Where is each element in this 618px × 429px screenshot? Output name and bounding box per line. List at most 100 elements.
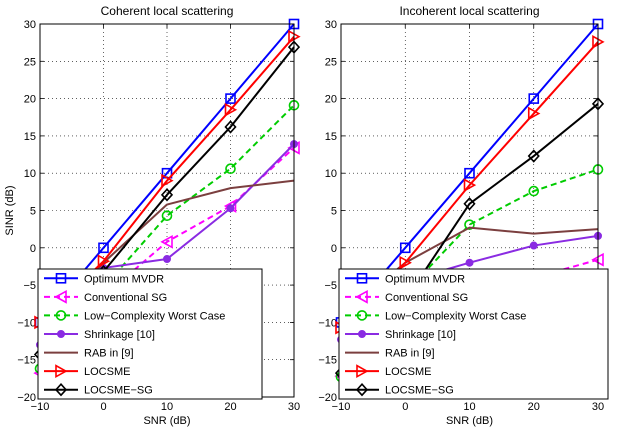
legend-swatch-marker xyxy=(54,383,68,397)
x-tick-label: 30 xyxy=(592,401,604,413)
legend-label: RAB in [9] xyxy=(385,348,435,360)
legend-label: Optimum MVDR xyxy=(385,273,465,285)
x-tick-label: 30 xyxy=(288,401,300,413)
x-axis-label: SNR (dB) xyxy=(446,415,493,427)
x-tick-label: 10 xyxy=(463,401,475,413)
y-tick-label: 5 xyxy=(331,206,337,218)
y-tick-label: 30 xyxy=(24,19,36,31)
y-tick-label: −15 xyxy=(17,355,36,367)
legend-swatch-marker xyxy=(55,364,68,378)
legend-label: Optimum MVDR xyxy=(84,273,164,285)
data-point xyxy=(464,167,475,179)
data-point xyxy=(463,178,477,192)
legend-item: LOCSME xyxy=(345,364,431,378)
legend-swatch-marker xyxy=(54,290,67,304)
legend-item: Optimum MVDR xyxy=(345,272,465,285)
data-point xyxy=(163,254,171,263)
y-tick-label: 25 xyxy=(325,56,337,68)
legend-swatch-marker xyxy=(356,272,368,284)
data-point xyxy=(225,93,236,104)
legend-swatch-marker xyxy=(356,364,369,378)
y-tick-label: 5 xyxy=(30,206,36,218)
legend-label: Shrinkage [10] xyxy=(385,329,456,341)
legend-swatch-marker xyxy=(55,310,67,321)
y-tick-label: 20 xyxy=(325,94,337,106)
data-point xyxy=(528,185,540,197)
legend-label: Conventional SG xyxy=(385,292,468,304)
y-tick-label: −20 xyxy=(17,392,36,404)
legend-box xyxy=(338,268,609,400)
data-point xyxy=(399,255,412,270)
x-tick-label: 20 xyxy=(528,401,540,413)
legend-item: LOCSME−SG xyxy=(345,383,454,397)
legend-swatch-marker xyxy=(57,330,65,338)
legend-swatch-marker xyxy=(355,383,369,397)
legend-label: LOCSME−SG xyxy=(84,385,153,397)
x-tick-label: −10 xyxy=(332,401,351,413)
data-point xyxy=(97,254,111,269)
y-tick-label: 10 xyxy=(325,168,337,180)
legend-item: LOCSME xyxy=(44,364,130,378)
data-point xyxy=(226,204,235,213)
data-point xyxy=(527,106,541,121)
chart-panel-1: −10 0 10 20 30 −20 −15 −10 −5 0 5 10 15 20 25 30 Coheren… xyxy=(4,4,301,427)
y-tick-label: 30 xyxy=(325,19,337,31)
legend-item: Low−Complexity Worst Case xyxy=(44,310,225,322)
legend-swatch-marker xyxy=(355,290,368,304)
legend-label: Low−Complexity Worst Case xyxy=(385,310,526,322)
legend-item: Optimum MVDR xyxy=(44,272,164,285)
chart-title: Coherent local scattering xyxy=(101,4,234,18)
legend-item: RAB in [9] xyxy=(345,348,435,360)
legend-swatch-marker xyxy=(356,310,368,321)
legend: Optimum MVDR Conventional SG Low−Complexit… xyxy=(338,268,609,400)
legend-swatch-marker xyxy=(55,272,67,284)
data-point xyxy=(399,242,411,254)
legend-item: Conventional SG xyxy=(345,290,468,304)
legend-label: RAB in [9] xyxy=(84,348,134,360)
y-tick-label: 15 xyxy=(325,131,337,143)
y-tick-label: −20 xyxy=(318,392,337,404)
data-point xyxy=(463,197,476,211)
legend-label: Shrinkage [10] xyxy=(84,329,155,341)
legend-item: Shrinkage [10] xyxy=(44,329,155,341)
y-tick-label: 25 xyxy=(24,56,36,68)
x-tick-label: 0 xyxy=(100,401,106,413)
y-tick-label: 0 xyxy=(30,243,36,255)
y-tick-label: −15 xyxy=(318,355,337,367)
data-point xyxy=(465,258,474,267)
data-point xyxy=(529,241,538,250)
legend-item: LOCSME−SG xyxy=(44,383,153,397)
legend-item: Low−Complexity Worst Case xyxy=(345,310,526,322)
data-point xyxy=(98,242,109,254)
data-point xyxy=(464,219,475,230)
x-axis-label: SNR (dB) xyxy=(143,415,190,427)
x-tick-label: −10 xyxy=(31,401,50,413)
data-point xyxy=(160,234,173,249)
chart-title: Incoherent local scattering xyxy=(399,4,539,18)
y-tick-label: 15 xyxy=(24,131,36,143)
legend-label: LOCSME−SG xyxy=(385,385,454,397)
y-axis-label: SINR (dB) xyxy=(4,185,16,235)
data-point xyxy=(225,163,236,175)
y-tick-label: 0 xyxy=(331,243,337,255)
data-point xyxy=(224,120,237,134)
data-point xyxy=(161,173,174,188)
legend-label: LOCSME xyxy=(385,366,431,378)
legend-item: RAB in [9] xyxy=(44,348,134,360)
x-tick-label: 20 xyxy=(224,401,236,413)
y-tick-label: −5 xyxy=(23,280,36,292)
legend-item: Shrinkage [10] xyxy=(345,329,456,341)
data-point xyxy=(224,102,238,117)
legend-item: Conventional SG xyxy=(44,290,167,304)
chart-panel-2: −10 0 10 20 30 −20 −15 −10 −5 0 5 10 15 20 25 30 Incoher… xyxy=(318,4,609,427)
y-tick-label: −10 xyxy=(318,317,337,329)
y-tick-label: −5 xyxy=(324,280,337,292)
x-tick-label: 10 xyxy=(161,401,173,413)
y-tick-label: 10 xyxy=(24,168,36,180)
legend-label: LOCSME xyxy=(84,366,130,378)
data-point xyxy=(528,93,540,104)
legend-swatch-marker xyxy=(358,330,366,338)
x-tick-label: 0 xyxy=(402,401,408,413)
legend-label: Conventional SG xyxy=(84,292,167,304)
